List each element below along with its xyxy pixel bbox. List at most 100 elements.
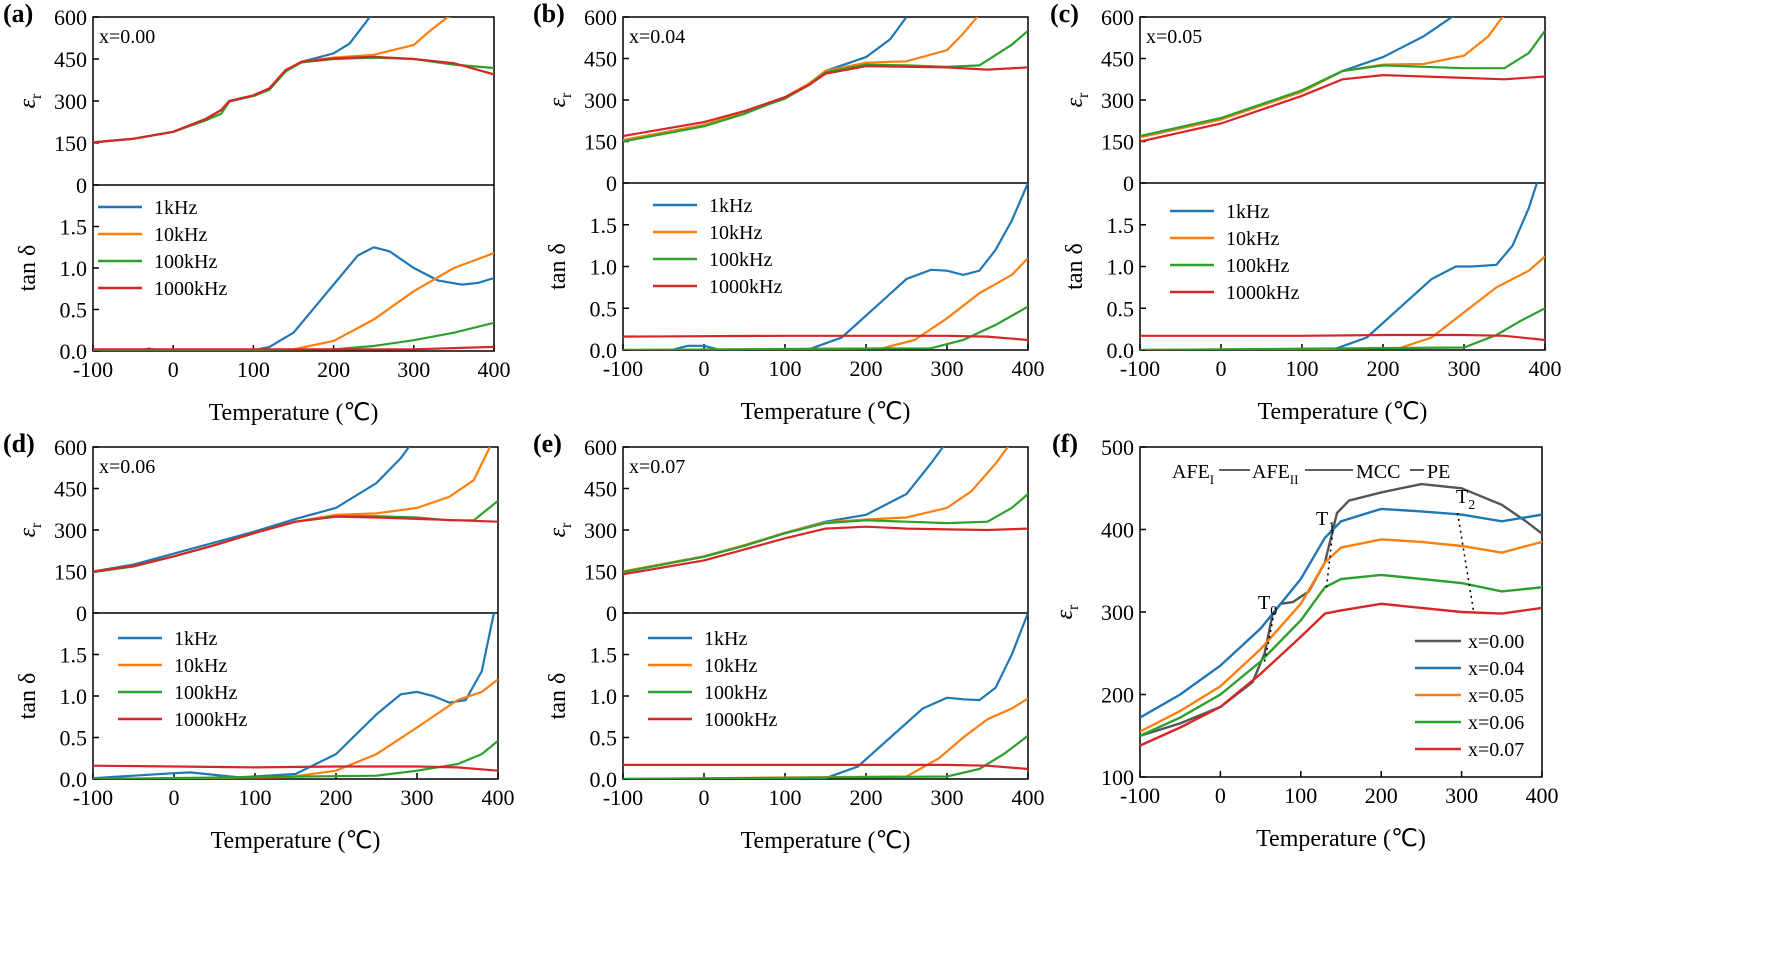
series-100kHz-eps-line [93,56,494,144]
y-tick-label: 1.5 [590,643,618,668]
series-100kHz-tan-line [93,321,494,351]
y-tick-label: 600 [584,435,617,460]
y-axis-label-main: ε [545,97,571,107]
legend-label: x=0.05 [1468,685,1524,707]
transition-label-main: T [1456,486,1468,508]
x-tick-label: 300 [931,785,964,810]
y-axis-label-tan: tan δ [545,243,571,290]
y-tick-label: 500 [1101,435,1134,460]
x-tick-label: 300 [401,785,434,810]
y-tick-label: 600 [1101,5,1134,30]
legend-label: 1000kHz [154,278,227,300]
legend-label: 1000kHz [704,709,777,731]
y-tick-label: 150 [1101,130,1134,155]
series-1kHz-tan-line [623,183,1028,350]
y-tick-label: 0.0 [590,338,618,363]
phase-label: PE [1427,461,1450,483]
y-tick-label: 1.0 [60,256,88,281]
legend-label: 1kHz [1226,201,1269,223]
x-tick-label: 300 [1448,356,1481,381]
x-axis-label: Temperature (℃) [1258,399,1428,425]
legend-label: x=0.06 [1468,712,1524,734]
x-tick-label: 200 [317,357,350,382]
transition-label: T0 [1258,592,1277,619]
x-tick-label: 400 [1012,785,1045,810]
legend-label: 1kHz [704,628,747,650]
series-100kHz-tan-line [623,305,1028,350]
y-axis-label-main: ε [545,527,571,537]
transition-label-main: T [1316,508,1328,530]
legend-label: x=0.04 [1468,658,1524,680]
y-tick-label: 300 [584,518,617,543]
y-axis-label-main: ε [1052,609,1078,619]
phase-label-main: AFE [1172,461,1210,483]
series-100kHz-tan-line [623,734,1028,779]
y-axis-label-tan: tan δ [15,673,41,720]
x-tick-label: 0 [1216,356,1227,381]
y-tick-label: 300 [54,518,87,543]
y-axis-label-main: ε [1062,97,1088,107]
y-tick-label: 150 [54,131,87,156]
x-axis-label: Temperature (℃) [741,399,911,425]
y-axis-label-tan: tan δ [15,245,41,292]
x-tick-label: 300 [397,357,430,382]
y-tick-label: 1.0 [590,684,618,709]
series-100kHz-eps-line [1140,30,1545,138]
y-axis-label: εr [545,92,575,107]
legend-label: x=0.00 [1468,631,1524,653]
legend-label: 10kHz [154,224,207,246]
legend-label: 10kHz [704,655,757,677]
panel-label: (b) [533,0,565,28]
y-tick-label: 0 [606,601,617,626]
y-tick-label: 0.0 [60,339,88,364]
legend-label: 1kHz [174,628,217,650]
x-tick-label: 100 [769,356,802,381]
y-axis-label-sub: r [558,92,575,98]
x-tick-label: 100 [237,357,270,382]
legend-label: 10kHz [174,655,227,677]
series-1000kHz-eps-line [93,55,494,144]
y-tick-label: 450 [1101,47,1134,72]
x-axis-label: Temperature (℃) [211,828,381,854]
y-tick-label: 150 [54,560,87,585]
series-1000kHz-tan-line [93,764,498,772]
x-tick-label: 400 [478,357,511,382]
series-x=0.07-line [1140,602,1542,747]
panel-label: (f) [1052,429,1078,458]
phase-label-sub: I [1210,472,1214,487]
series-1000kHz-tan-line [623,334,1028,342]
x-tick-label: 0 [699,785,710,810]
series-1kHz-tan-line [623,613,1028,779]
y-axis-label-sub: r [28,522,45,528]
panel-label: (e) [533,429,562,458]
x-tick-label: -100 [1120,783,1160,808]
y-tick-label: 0 [1123,171,1134,196]
x-tick-label: 400 [1526,783,1559,808]
y-tick-label: 0 [606,171,617,196]
panel-label: (a) [3,0,33,28]
y-tick-label: 1.0 [590,255,618,280]
x-tick-label: 200 [1367,356,1400,381]
legend-label: 1000kHz [709,276,782,298]
x-tick-label: 0 [1215,783,1226,808]
series-10kHz-tan-line [623,697,1028,779]
x-tick-label: 200 [320,785,353,810]
legend-label: 100kHz [174,682,237,704]
composition-annotation: x=0.05 [1146,26,1202,48]
y-axis-label-sub: r [1065,604,1082,610]
y-axis-label: εr [15,522,45,537]
series-100kHz-eps-line [623,493,1028,574]
x-tick-label: 200 [850,785,883,810]
x-tick-label: -100 [73,357,113,382]
y-axis-label-sub: r [1075,92,1092,98]
x-tick-label: 0 [168,357,179,382]
composition-annotation: x=0.04 [629,26,685,48]
transition-label-sub: 1 [1328,520,1335,535]
y-axis-label-main: ε [15,98,41,108]
y-tick-label: 300 [54,89,87,114]
y-tick-label: 0.5 [590,726,618,751]
series-x=0.04-line [1140,507,1542,719]
series-10kHz-tan-line [93,678,498,779]
legend-label: 10kHz [1226,228,1279,250]
legend-label: 100kHz [709,249,772,271]
